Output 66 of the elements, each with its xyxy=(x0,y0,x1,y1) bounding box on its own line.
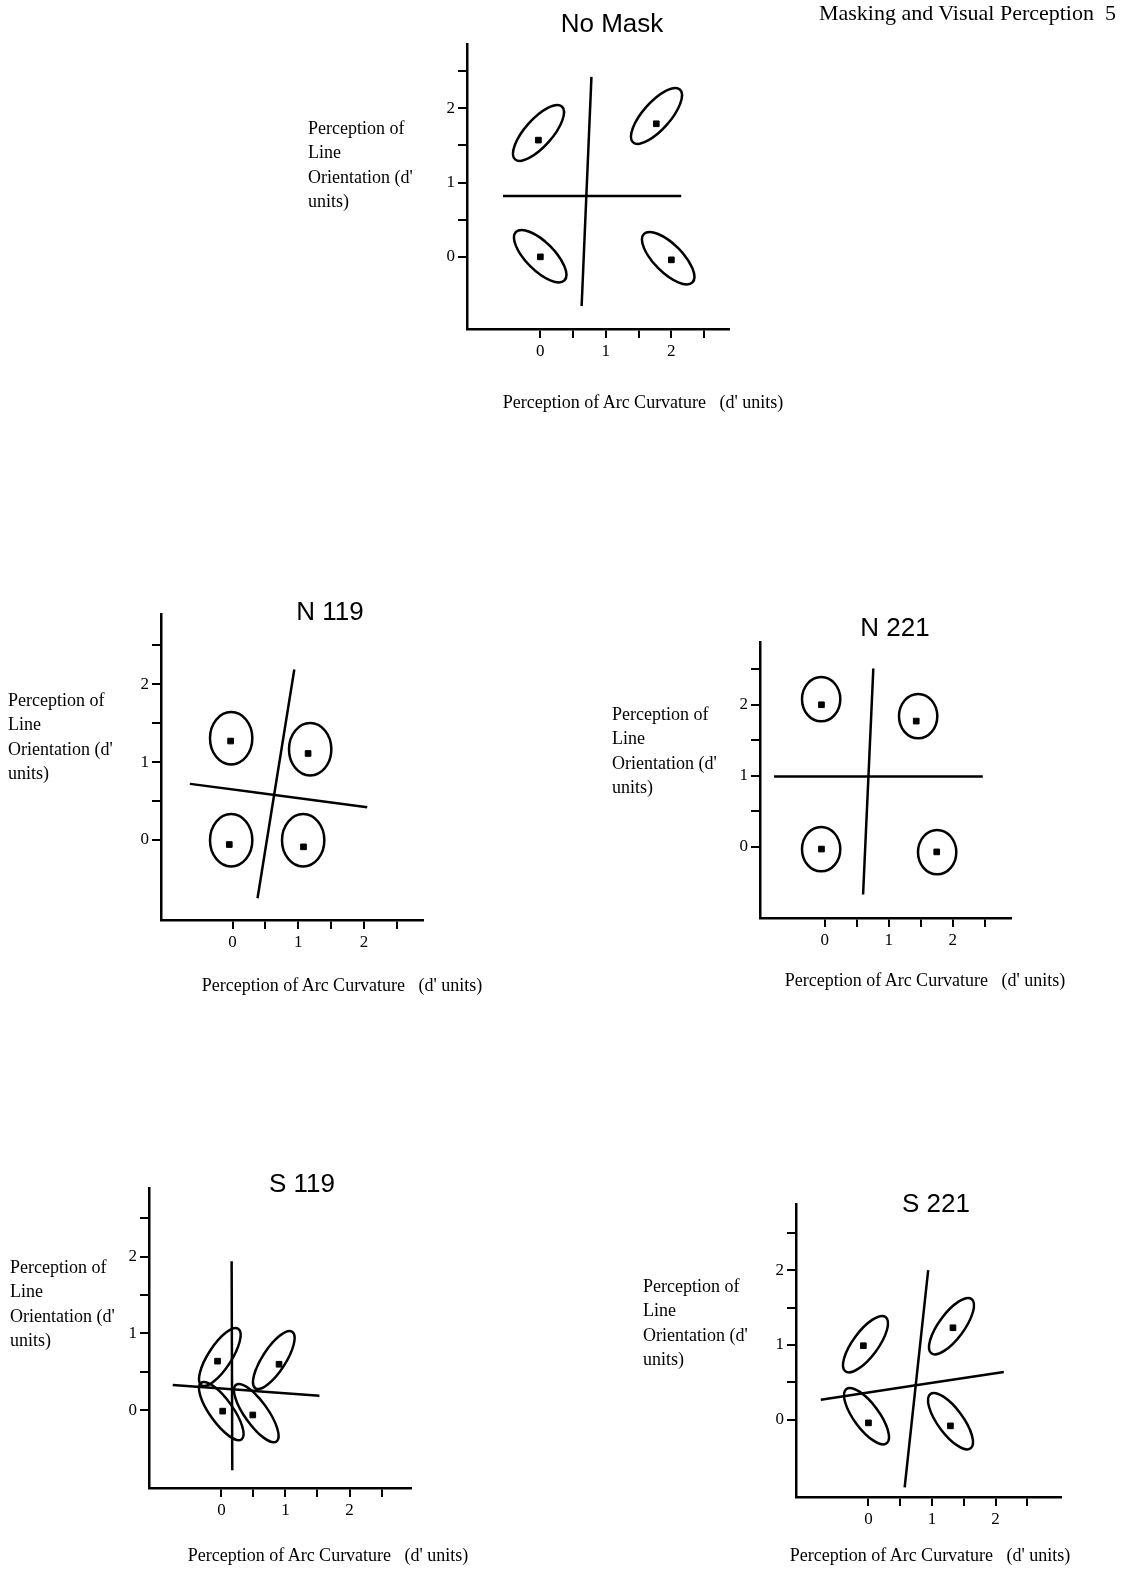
y-tick-label: 2 xyxy=(775,1259,784,1279)
y-tick-label: 1 xyxy=(140,751,149,771)
x-tick-label: 0 xyxy=(217,1499,226,1519)
x-tick-label: 2 xyxy=(359,931,369,951)
y-axis-title: Perception of Line Orientation (d' units) xyxy=(10,1256,116,1352)
point xyxy=(933,848,941,856)
x-tick-label: 2 xyxy=(991,1508,1000,1528)
x-tick-label: 2 xyxy=(667,340,676,360)
y-tick-label: 0 xyxy=(446,246,455,266)
text: Masking and Visual Perception 5 xyxy=(818,0,1116,26)
point xyxy=(225,841,233,848)
point xyxy=(219,1407,226,1415)
point xyxy=(300,843,307,851)
point xyxy=(227,737,234,745)
x-axis-title: Perception of Arc Curvature (d' units) xyxy=(502,392,784,413)
y-tick-label: 2 xyxy=(140,673,149,693)
y-tick-label: 1 xyxy=(446,171,455,191)
chart-title: N 221 xyxy=(860,612,930,643)
y-tick-label: 2 xyxy=(739,694,748,714)
point xyxy=(249,1411,257,1419)
y-axis-title: Perception of Line Orientation (d' units) xyxy=(308,117,414,213)
x-axis-title: Perception of Arc Curvature (d' units) xyxy=(201,975,483,996)
point xyxy=(652,120,660,128)
x-tick-label: 1 xyxy=(601,340,611,360)
x-axis-title: Perception of Arc Curvature (d' units) xyxy=(187,1545,469,1566)
point xyxy=(865,1419,872,1427)
point xyxy=(304,750,312,757)
y-tick-label: 0 xyxy=(739,836,748,856)
chart-title: N 119 xyxy=(296,596,364,627)
x-tick-label: 0 xyxy=(864,1508,873,1528)
point xyxy=(275,1360,283,1368)
y-axis-title: Perception of Line Orientation (d' units) xyxy=(643,1275,749,1371)
x-tick-label: 0 xyxy=(228,931,237,951)
y-tick-label: 1 xyxy=(128,1322,137,1342)
x-tick-label: 2 xyxy=(345,1499,354,1519)
y-tick-label: 0 xyxy=(128,1399,137,1419)
point xyxy=(860,1342,867,1350)
y-tick-label: 2 xyxy=(446,97,455,117)
point xyxy=(668,256,675,264)
chart-title: S 221 xyxy=(902,1188,970,1219)
x-tick-label: 1 xyxy=(281,1499,290,1519)
y-tick-label: 0 xyxy=(140,829,149,849)
y-tick-label: 2 xyxy=(128,1246,137,1266)
x-axis-title: Perception of Arc Curvature (d' units) xyxy=(789,1545,1071,1566)
point xyxy=(535,136,542,144)
chart-title: No Mask xyxy=(560,8,664,39)
x-tick-label: 1 xyxy=(927,1508,937,1528)
x-tick-label: 0 xyxy=(820,929,829,949)
chart-title: S 119 xyxy=(268,1168,336,1199)
point xyxy=(818,701,825,709)
point xyxy=(949,1324,957,1332)
point xyxy=(947,1422,954,1430)
y-axis-title: Perception of Line Orientation (d' units) xyxy=(612,703,718,799)
point xyxy=(214,1357,221,1365)
x-tick-label: 2 xyxy=(948,929,957,949)
y-axis-title: Perception of Line Orientation (d' units) xyxy=(8,689,114,785)
x-tick-label: 1 xyxy=(884,929,893,949)
y-tick-label: 1 xyxy=(775,1334,784,1354)
y-tick-label: 1 xyxy=(739,765,748,785)
point xyxy=(537,253,544,261)
x-axis-title: Perception of Arc Curvature (d' units) xyxy=(784,970,1066,991)
point xyxy=(912,717,920,725)
x-tick-label: 0 xyxy=(536,340,545,360)
x-tick-label: 1 xyxy=(293,931,303,951)
point xyxy=(818,845,825,853)
y-tick-label: 0 xyxy=(775,1409,784,1429)
